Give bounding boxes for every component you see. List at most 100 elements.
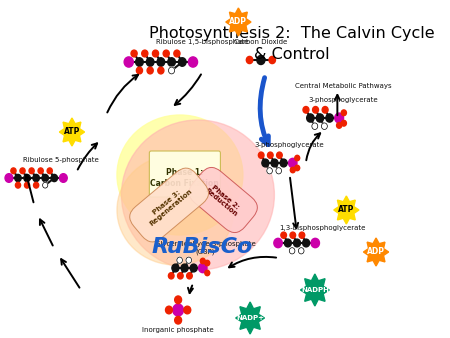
Circle shape bbox=[200, 258, 205, 264]
Circle shape bbox=[173, 304, 184, 316]
Circle shape bbox=[303, 106, 309, 113]
Text: Phase 3:
Regeneration: Phase 3: Regeneration bbox=[144, 183, 194, 227]
Text: Inorganic phosphate: Inorganic phosphate bbox=[142, 327, 214, 333]
Circle shape bbox=[267, 168, 272, 174]
Circle shape bbox=[20, 168, 25, 174]
Text: Phase 1:
Carbon Fixation: Phase 1: Carbon Fixation bbox=[150, 168, 219, 188]
Polygon shape bbox=[59, 118, 85, 146]
Circle shape bbox=[177, 257, 182, 263]
Circle shape bbox=[59, 174, 67, 182]
Circle shape bbox=[34, 182, 39, 188]
Circle shape bbox=[298, 248, 304, 254]
Circle shape bbox=[153, 50, 158, 57]
Circle shape bbox=[267, 152, 273, 158]
Circle shape bbox=[174, 50, 180, 57]
Circle shape bbox=[288, 158, 297, 168]
Circle shape bbox=[198, 263, 207, 273]
Circle shape bbox=[51, 174, 58, 182]
Circle shape bbox=[168, 58, 176, 66]
Circle shape bbox=[322, 106, 328, 113]
Circle shape bbox=[186, 257, 192, 263]
Circle shape bbox=[341, 110, 346, 116]
Circle shape bbox=[276, 168, 282, 174]
Circle shape bbox=[313, 106, 319, 113]
Polygon shape bbox=[364, 238, 389, 266]
Circle shape bbox=[290, 232, 296, 238]
Circle shape bbox=[5, 174, 13, 182]
Circle shape bbox=[312, 123, 318, 129]
Circle shape bbox=[147, 67, 153, 74]
Ellipse shape bbox=[117, 115, 243, 235]
Circle shape bbox=[337, 122, 342, 128]
Circle shape bbox=[175, 316, 181, 324]
Circle shape bbox=[246, 56, 253, 64]
Circle shape bbox=[11, 168, 16, 174]
Circle shape bbox=[284, 239, 292, 247]
Circle shape bbox=[307, 114, 314, 122]
Circle shape bbox=[190, 264, 197, 272]
Text: Photosynthesis 2:  The Calvin Cycle
& Control: Photosynthesis 2: The Calvin Cycle & Con… bbox=[148, 26, 434, 62]
Polygon shape bbox=[226, 8, 251, 36]
Text: ATP: ATP bbox=[338, 206, 355, 215]
Ellipse shape bbox=[117, 155, 234, 265]
Circle shape bbox=[295, 155, 300, 161]
Circle shape bbox=[269, 56, 275, 64]
Circle shape bbox=[24, 182, 30, 188]
Circle shape bbox=[205, 260, 210, 266]
Text: Carbon Dioxide: Carbon Dioxide bbox=[234, 39, 288, 45]
Text: ADP: ADP bbox=[230, 18, 248, 26]
Circle shape bbox=[274, 238, 282, 248]
Circle shape bbox=[38, 168, 43, 174]
Circle shape bbox=[258, 152, 264, 158]
Circle shape bbox=[166, 306, 172, 314]
Circle shape bbox=[205, 270, 210, 276]
Text: 1,3-bisphosphoglycerate: 1,3-bisphosphoglycerate bbox=[279, 225, 365, 231]
Circle shape bbox=[158, 67, 164, 74]
Ellipse shape bbox=[122, 120, 274, 270]
Text: Ribulose 1,5-bisphosphate: Ribulose 1,5-bisphosphate bbox=[156, 39, 249, 45]
Polygon shape bbox=[236, 302, 265, 334]
FancyBboxPatch shape bbox=[149, 151, 220, 197]
Text: ATP: ATP bbox=[64, 127, 80, 137]
Circle shape bbox=[293, 239, 301, 247]
Circle shape bbox=[175, 296, 181, 304]
Text: RuBisCo: RuBisCo bbox=[152, 237, 253, 257]
Circle shape bbox=[15, 182, 21, 188]
Circle shape bbox=[168, 273, 174, 279]
Circle shape bbox=[146, 58, 154, 66]
Circle shape bbox=[142, 50, 148, 57]
Text: NADP+: NADP+ bbox=[236, 315, 264, 321]
Circle shape bbox=[262, 159, 269, 167]
Circle shape bbox=[299, 232, 305, 238]
Circle shape bbox=[179, 58, 186, 66]
Circle shape bbox=[136, 67, 143, 74]
Circle shape bbox=[335, 113, 343, 123]
Circle shape bbox=[321, 123, 327, 129]
Circle shape bbox=[302, 239, 310, 247]
Text: Ribulose 5-phosphate: Ribulose 5-phosphate bbox=[23, 157, 99, 163]
Circle shape bbox=[178, 273, 183, 279]
Text: Central Metabolic Pathways: Central Metabolic Pathways bbox=[295, 83, 392, 89]
Circle shape bbox=[189, 57, 198, 67]
Polygon shape bbox=[334, 196, 359, 224]
Text: Glyceraldehyde 3-phosphate
(G3P): Glyceraldehyde 3-phosphate (G3P) bbox=[155, 241, 256, 255]
Circle shape bbox=[277, 152, 282, 158]
Circle shape bbox=[157, 58, 165, 66]
Circle shape bbox=[289, 248, 295, 254]
Circle shape bbox=[316, 114, 324, 122]
Circle shape bbox=[47, 168, 52, 174]
Text: ADP: ADP bbox=[367, 247, 385, 257]
Circle shape bbox=[42, 174, 49, 182]
Circle shape bbox=[172, 264, 179, 272]
Circle shape bbox=[124, 57, 133, 67]
Circle shape bbox=[271, 159, 278, 167]
Circle shape bbox=[181, 264, 188, 272]
Circle shape bbox=[280, 159, 287, 167]
Circle shape bbox=[43, 182, 48, 188]
Text: NADPH: NADPH bbox=[301, 287, 329, 293]
Circle shape bbox=[295, 165, 300, 171]
Text: Phase 2:
Reduction: Phase 2: Reduction bbox=[203, 182, 243, 218]
Circle shape bbox=[281, 232, 287, 238]
Circle shape bbox=[24, 174, 30, 182]
Circle shape bbox=[15, 174, 21, 182]
